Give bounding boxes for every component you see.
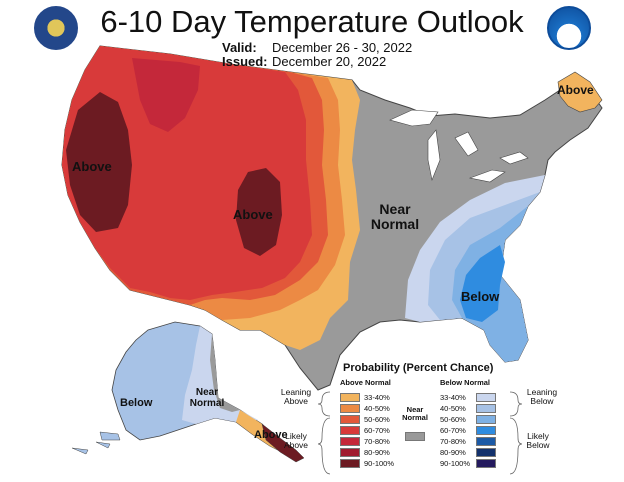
legend-above-swatch [340, 404, 360, 413]
valid-label: Valid: [222, 40, 257, 55]
legend-above-swatch [340, 437, 360, 446]
legend-below-swatch [476, 459, 496, 468]
legend-below-label: 60-70% [440, 426, 466, 435]
legend-leaning-below: Leaning Below [526, 387, 558, 407]
issued-line: Issued: December 20, 2022 [222, 54, 386, 69]
label-near-normal-central: Near Normal [370, 201, 420, 232]
above-70-80-north-region [132, 58, 200, 132]
legend-below-swatch [476, 393, 496, 402]
legend-title: Probability (Percent Chance) [343, 362, 494, 374]
legend-above-swatch [340, 459, 360, 468]
label-above-alaska: Above [254, 429, 288, 441]
legend-above-swatch [340, 415, 360, 424]
below-60-70-region [460, 245, 505, 322]
label-above-west: Above [72, 159, 112, 174]
alaska-panhandle [261, 423, 305, 463]
legend-above-swatch [340, 426, 360, 435]
valid-dates: December 26 - 30, 2022 [272, 40, 413, 55]
legend-above-label: 40-50% [364, 404, 390, 413]
above-maine-region [557, 71, 603, 113]
legend-below-label: 90-100% [440, 459, 471, 468]
legend-leaning-above: Leaning Above [280, 387, 312, 407]
above-80-90-rockies-region [236, 168, 282, 256]
issued-date: December 20, 2022 [272, 54, 387, 69]
legend-near-normal-label: Near Normal [402, 405, 428, 423]
label-above-rockies: Above [233, 207, 273, 222]
legend-above-swatch [340, 393, 360, 402]
legend-above-swatch [340, 448, 360, 457]
label-above-maine: Above [557, 83, 594, 97]
legend-above-label: 70-80% [364, 437, 390, 446]
legend-above-label: 90-100% [364, 459, 395, 468]
legend-likely-below: Likely Below [526, 431, 550, 451]
legend-below-header: Below Normal [440, 378, 491, 387]
valid-line: Valid: December 26 - 30, 2022 [222, 40, 412, 55]
legend-above-header: Above Normal [340, 378, 391, 387]
legend-below-swatch [476, 426, 496, 435]
legend-below-label: 80-90% [440, 448, 466, 457]
issued-label: Issued: [222, 54, 268, 69]
legend-below-swatch [476, 404, 496, 413]
legend-near-normal-swatch [405, 432, 425, 441]
legend-below-label: 50-60% [440, 415, 466, 424]
label-near-normal-alaska: Near Normal [189, 387, 225, 409]
above-80-90-west-region [66, 92, 132, 232]
legend-above-label: 50-60% [364, 415, 390, 424]
label-below-alaska: Below [120, 397, 153, 409]
alaska-near-normal-gray-region [210, 334, 240, 412]
legend-above-label: 60-70% [364, 426, 390, 435]
department-of-commerce-seal-icon [34, 6, 78, 50]
legend-below-swatch [476, 415, 496, 424]
alaska-near-normal-region [182, 326, 258, 424]
label-below-southeast: Below [461, 289, 500, 304]
legend-below-swatch [476, 448, 496, 457]
alaska-islands [71, 431, 121, 455]
legend-above-label: 80-90% [364, 448, 390, 457]
legend-likely-above: Likely Above [283, 431, 309, 451]
legend-below-label: 70-80% [440, 437, 466, 446]
legend-below-swatch [476, 437, 496, 446]
chart-title: 6-10 Day Temperature Outlook [100, 4, 524, 39]
legend-below-label: 33-40% [440, 393, 466, 402]
noaa-logo-icon [547, 6, 591, 50]
legend-below-label: 40-50% [440, 404, 466, 413]
legend-above-label: 33-40% [364, 393, 390, 402]
great-lakes [389, 109, 529, 183]
